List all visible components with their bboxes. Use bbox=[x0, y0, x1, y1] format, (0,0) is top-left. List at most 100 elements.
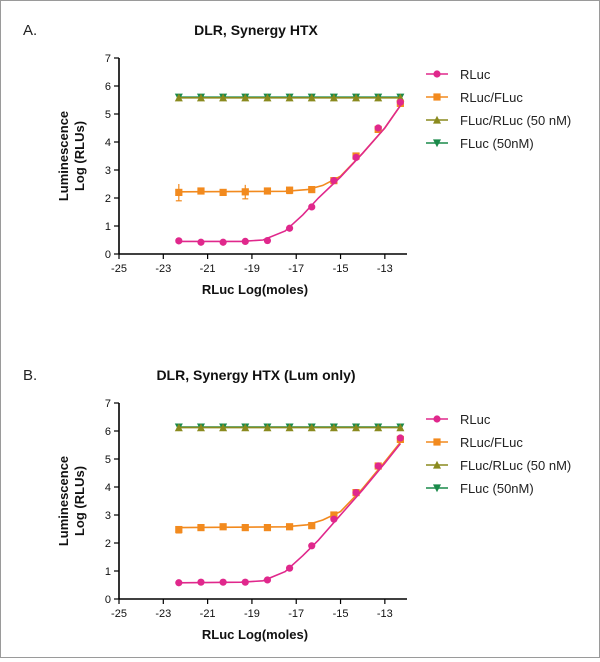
data-point bbox=[219, 523, 227, 531]
y-tick-label: 2 bbox=[105, 193, 111, 205]
data-point bbox=[396, 434, 404, 442]
series-fluc-rluc-50-nm bbox=[174, 423, 405, 432]
legend-label: FLuc (50nM) bbox=[460, 481, 534, 496]
panel-letter: B. bbox=[23, 367, 37, 384]
data-point bbox=[396, 98, 404, 106]
legend-label: FLuc (50nM) bbox=[460, 136, 534, 151]
legend-label: RLuc bbox=[460, 67, 491, 82]
data-point bbox=[263, 236, 272, 245]
data-point bbox=[196, 423, 205, 432]
data-point bbox=[263, 93, 272, 102]
legend-label: RLuc/FLuc bbox=[460, 90, 523, 105]
y-tick-label: 0 bbox=[105, 249, 111, 261]
legend-entry: FLuc (50nM) bbox=[426, 481, 534, 496]
chart-panel-a: A. DLR, Synergy HTX 0 1 2 3 4 5 6 7 -25 -23 -21 -19 -1… bbox=[23, 22, 571, 297]
x-tick-label: -13 bbox=[377, 608, 393, 620]
legend-marker bbox=[433, 139, 441, 148]
legend-label: RLuc/FLuc bbox=[460, 435, 523, 450]
data-point bbox=[396, 423, 405, 432]
legend-label: FLuc/RLuc (50 nM) bbox=[460, 113, 571, 128]
data-point bbox=[241, 524, 249, 532]
series-rluc-fluc bbox=[175, 435, 404, 534]
y-tick-label: 3 bbox=[105, 510, 111, 522]
legend-entry: RLuc/FLuc bbox=[426, 90, 523, 105]
data-point bbox=[175, 237, 183, 245]
legend-entry: FLuc (50nM) bbox=[426, 136, 534, 151]
x-tick-label: -15 bbox=[333, 263, 349, 275]
y-tick-label: 7 bbox=[105, 398, 111, 410]
y-tick-label: 1 bbox=[105, 221, 111, 233]
x-tick-label: -19 bbox=[244, 263, 260, 275]
x-tick-label: -23 bbox=[155, 263, 171, 275]
data-point bbox=[330, 511, 338, 519]
legend-marker bbox=[433, 70, 441, 78]
data-point bbox=[308, 186, 316, 194]
data-point bbox=[219, 578, 227, 586]
y-tick-label: 2 bbox=[105, 538, 111, 550]
data-point bbox=[263, 524, 272, 532]
data-point bbox=[307, 93, 316, 102]
data-point bbox=[329, 93, 338, 102]
y-tick-label: 5 bbox=[105, 454, 111, 466]
legend-marker bbox=[433, 415, 441, 423]
data-point bbox=[285, 423, 294, 432]
chart-title: DLR, Synergy HTX bbox=[194, 22, 318, 38]
series-rluc-fluc bbox=[175, 99, 404, 202]
y-tick-label: 1 bbox=[105, 566, 111, 578]
legend-entry: RLuc/FLuc bbox=[426, 435, 523, 450]
data-point bbox=[374, 124, 382, 132]
data-point bbox=[374, 423, 383, 432]
legend-marker bbox=[433, 93, 441, 101]
legend-marker bbox=[433, 438, 441, 446]
data-point bbox=[352, 93, 361, 102]
data-point bbox=[352, 153, 360, 161]
data-point bbox=[219, 238, 227, 246]
data-point bbox=[374, 93, 383, 102]
data-point bbox=[219, 93, 228, 102]
y-tick-label: 4 bbox=[105, 482, 111, 494]
x-axis-title: RLuc Log(moles) bbox=[202, 627, 308, 642]
legend-marker bbox=[433, 460, 441, 469]
data-point bbox=[285, 224, 294, 232]
data-point bbox=[174, 93, 183, 102]
x-tick-label: -23 bbox=[155, 608, 171, 620]
data-point bbox=[263, 576, 272, 584]
chart-panel-b: B. DLR, Synergy HTX (Lum only) 0 1 2 3 4 5 6 7 -25… bbox=[23, 367, 571, 642]
panel-letter: A. bbox=[23, 22, 37, 39]
series-rluc bbox=[175, 434, 404, 587]
data-point bbox=[352, 423, 361, 432]
y-axis-title-line2: Log (RLUs) bbox=[72, 466, 87, 536]
data-point bbox=[241, 237, 249, 245]
data-point bbox=[330, 177, 338, 185]
data-point bbox=[219, 188, 227, 196]
x-tick-label: -25 bbox=[111, 263, 127, 275]
data-point bbox=[175, 579, 183, 587]
data-point bbox=[197, 578, 205, 586]
legend-marker bbox=[433, 484, 441, 493]
data-point bbox=[307, 423, 316, 432]
y-axis-title-line1: Luminescence bbox=[56, 456, 71, 546]
data-point bbox=[219, 423, 228, 432]
y-axis-title-line1: Luminescence bbox=[56, 111, 71, 201]
y-tick-label: 0 bbox=[105, 594, 111, 606]
data-point bbox=[174, 423, 183, 432]
y-tick-label: 4 bbox=[105, 137, 111, 149]
data-point bbox=[197, 524, 205, 532]
y-tick-label: 3 bbox=[105, 165, 111, 177]
series-rluc bbox=[175, 98, 404, 246]
legend-entry: RLuc bbox=[426, 412, 491, 427]
data-point bbox=[241, 578, 249, 586]
data-point bbox=[308, 203, 316, 211]
data-point bbox=[197, 187, 205, 195]
data-point bbox=[241, 188, 249, 196]
data-point bbox=[197, 238, 205, 246]
data-point bbox=[285, 523, 294, 531]
x-tick-label: -15 bbox=[333, 608, 349, 620]
y-axis-title-line2: Log (RLUs) bbox=[72, 121, 87, 191]
series-line bbox=[178, 443, 402, 584]
x-tick-label: -19 bbox=[244, 608, 260, 620]
y-tick-label: 7 bbox=[105, 53, 111, 65]
data-point bbox=[196, 93, 205, 102]
data-point bbox=[263, 423, 272, 432]
